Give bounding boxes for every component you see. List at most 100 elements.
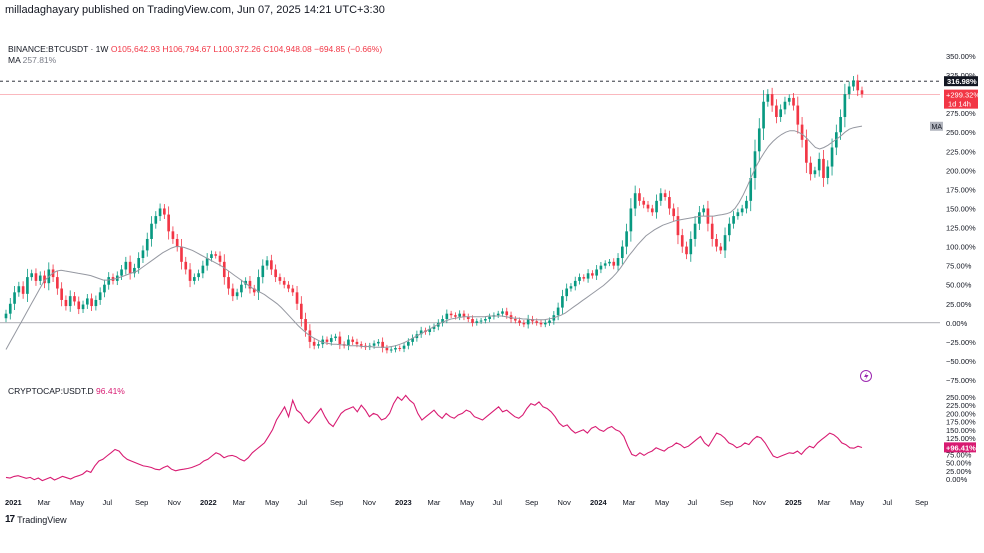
candle-body	[377, 341, 380, 344]
candle-body	[548, 320, 551, 323]
candle-body	[702, 208, 705, 213]
candle-body	[676, 216, 680, 236]
candle-body	[509, 315, 513, 320]
sub-axis-tick: 250.00%	[946, 393, 976, 402]
footer[interactable]: 17 TradingView	[5, 514, 67, 525]
time-axis-tick: Sep	[915, 498, 928, 507]
candle-body	[240, 284, 243, 293]
candle-body	[218, 255, 222, 262]
candle-body	[539, 322, 543, 325]
candle-body	[578, 277, 581, 281]
main-axis-tick: −25.00%	[946, 338, 976, 347]
candle-body	[278, 277, 282, 281]
candle-body	[175, 238, 179, 247]
candle-body	[197, 273, 200, 278]
candle-body	[128, 261, 132, 274]
candle-body	[535, 321, 539, 323]
candle-body	[133, 267, 136, 274]
candle-body	[805, 139, 808, 163]
candle-body	[556, 307, 560, 316]
candle-body	[822, 158, 825, 178]
candle-body	[479, 320, 483, 322]
candle-body	[43, 275, 46, 284]
candle-body	[573, 280, 577, 287]
main-axis-tick: 250.00%	[946, 128, 976, 137]
candle-body	[513, 319, 517, 321]
ma-legend[interactable]: MA 257.81%	[8, 55, 56, 65]
candle-series	[4, 74, 864, 354]
candle-body	[800, 124, 804, 140]
sub-price-axis[interactable]: 250.00%225.00%200.00%175.00%150.00%125.0…	[946, 393, 976, 484]
candle-body	[261, 265, 265, 278]
time-axis-tick: Mar	[623, 498, 636, 507]
time-axis-tick: 2023	[395, 498, 412, 507]
candle-body	[432, 326, 436, 329]
time-axis-tick: May	[460, 498, 474, 507]
candle-body	[103, 284, 106, 293]
candle-body	[449, 313, 453, 316]
main-symbol[interactable]: BINANCE:BTCUSDT · 1W	[8, 44, 109, 54]
candle-body	[428, 328, 432, 332]
candle-body	[56, 277, 59, 289]
ma-label: MA	[8, 55, 21, 65]
candle-body	[137, 258, 141, 268]
candle-body	[270, 260, 273, 270]
candle-body	[809, 162, 812, 175]
sub-legend[interactable]: CRYPTOCAP:USDT.D 96.41%	[8, 386, 125, 396]
time-axis[interactable]: 2021 Mar May Jul Sep Nov 2022 Mar May Jul Sep Nov 20…	[5, 498, 928, 507]
candle-body	[655, 200, 658, 213]
candle-body	[501, 311, 504, 314]
candle-body	[462, 313, 466, 317]
time-axis-tick: Sep	[330, 498, 343, 507]
main-axis-tick: 325.00%	[946, 71, 976, 80]
high-value: H106,794.67	[162, 44, 212, 54]
lightning-icon[interactable]	[860, 370, 872, 382]
candle-body	[783, 101, 787, 110]
candle-body	[299, 303, 303, 320]
candle-body	[30, 273, 34, 278]
candle-body	[633, 193, 637, 209]
candle-body	[81, 304, 85, 310]
time-axis-tick: Nov	[168, 498, 182, 507]
time-axis-tick: Sep	[525, 498, 538, 507]
candle-body	[287, 284, 290, 289]
main-axis-tick: 50.00%	[946, 281, 972, 290]
candle-body	[775, 105, 778, 117]
publish-header: milladaghayary published on TradingView.…	[5, 4, 385, 16]
candle-body	[522, 322, 526, 325]
candle-body	[154, 216, 158, 224]
time-axis-tick: May	[265, 498, 279, 507]
candle-body	[693, 223, 697, 239]
candle-body	[184, 261, 188, 270]
candle-body	[466, 316, 470, 320]
candle-body	[608, 261, 611, 264]
tv-logo-icon: 17	[5, 514, 15, 525]
candle-body	[839, 116, 842, 133]
candle-body	[668, 197, 671, 209]
candle-body	[26, 277, 29, 294]
candle-body	[586, 273, 590, 279]
candle-body	[488, 316, 491, 320]
candle-body	[150, 223, 153, 239]
change-value: −694.85 (−0.66%)	[314, 44, 383, 54]
candle-body	[355, 341, 359, 345]
candle-body	[13, 292, 16, 304]
time-axis-tick: 2021	[5, 498, 22, 507]
main-axis-tick: 200.00%	[946, 166, 976, 175]
candle-body	[85, 298, 89, 305]
candle-body	[762, 101, 765, 129]
candle-body	[17, 286, 21, 293]
candle-body	[599, 265, 603, 270]
main-axis-tick: 0.00%	[946, 319, 968, 328]
time-axis-tick: May	[655, 498, 669, 507]
candle-body	[813, 170, 817, 175]
candle-body	[359, 344, 363, 346]
candle-body	[94, 299, 98, 307]
high-badge: 316.98%	[944, 76, 978, 87]
main-legend: BINANCE:BTCUSDT · 1W O105,642.93 H106,79…	[8, 44, 382, 54]
candle-body	[736, 212, 740, 217]
sub-axis-tick: 25.00%	[946, 467, 972, 476]
last-badge: +299.32% 1d 14h	[944, 89, 980, 109]
main-axis-tick: 275.00%	[946, 109, 976, 118]
